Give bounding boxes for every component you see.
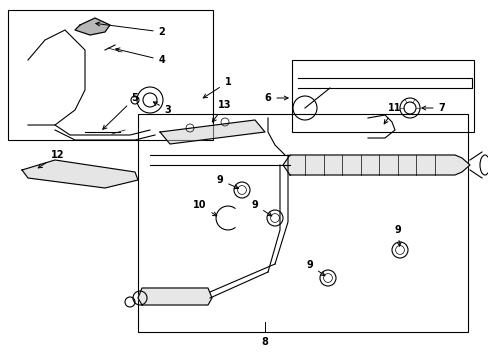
Text: 8: 8	[261, 337, 268, 347]
Text: 9: 9	[394, 225, 401, 246]
Text: 10: 10	[193, 200, 216, 216]
Text: 3: 3	[153, 102, 171, 115]
Text: 12: 12	[38, 150, 64, 168]
Text: 1: 1	[203, 77, 231, 98]
Polygon shape	[22, 160, 138, 188]
Text: 9: 9	[306, 260, 324, 276]
Bar	[291, 60, 473, 132]
Bar	[138, 114, 467, 332]
Text: 9: 9	[251, 200, 271, 216]
Text: 9: 9	[216, 175, 238, 189]
Polygon shape	[75, 18, 110, 35]
Text: 2: 2	[96, 22, 165, 37]
Polygon shape	[160, 120, 264, 144]
Text: 5: 5	[102, 93, 138, 129]
Text: 13: 13	[212, 100, 231, 122]
Polygon shape	[283, 155, 469, 175]
Text: 11: 11	[384, 103, 401, 124]
Polygon shape	[138, 288, 212, 305]
Bar	[8, 10, 213, 140]
Text: 4: 4	[116, 48, 165, 65]
Text: 6: 6	[264, 93, 287, 103]
Text: 7: 7	[421, 103, 445, 113]
